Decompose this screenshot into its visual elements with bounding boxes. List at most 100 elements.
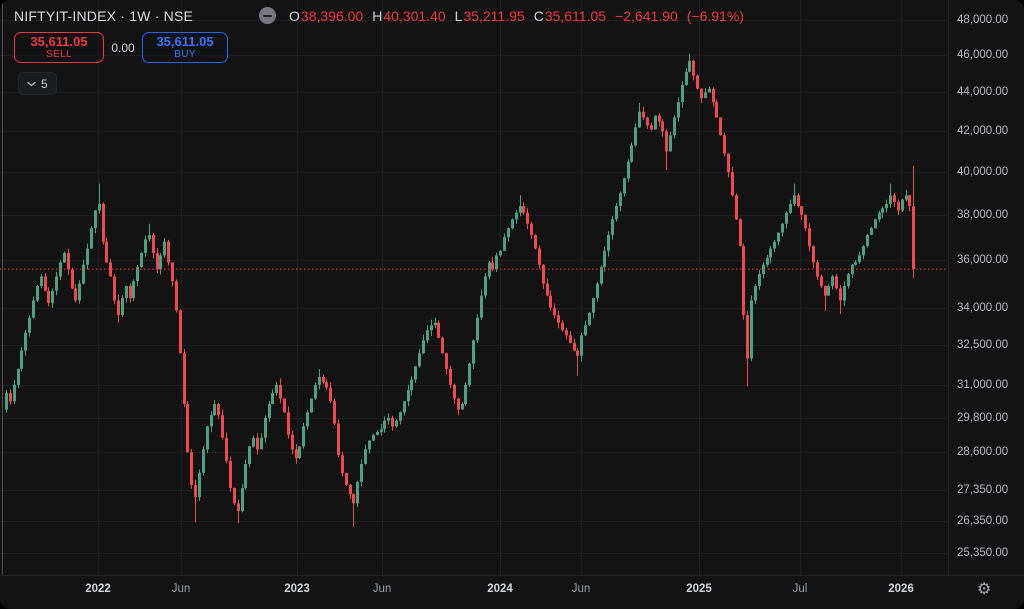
candle-body	[229, 461, 232, 488]
sell-button[interactable]: 35,611.05 SELL	[14, 32, 104, 63]
candle-body	[461, 404, 464, 410]
time-axis-label: 2025	[686, 583, 712, 595]
candle-body	[793, 195, 796, 204]
buy-price: 35,611.05	[156, 33, 214, 49]
candle-body	[283, 398, 286, 413]
candle-body	[213, 404, 216, 416]
candle-body	[700, 88, 703, 99]
candle-body	[295, 449, 298, 459]
candle-body	[82, 264, 85, 284]
candle-body	[410, 379, 413, 391]
price-axis[interactable]: 48,000.00 46,000.00 44,000.00 42,000.00 40,0…	[948, 0, 1024, 575]
spread-value: 0.00	[111, 40, 135, 55]
candle-body	[102, 204, 105, 242]
candle-body	[271, 393, 274, 405]
candle-body	[63, 253, 66, 263]
candlestick-chart[interactable]	[0, 0, 948, 575]
price-axis-label: 26,350.00	[957, 515, 1009, 527]
settings-gear-icon[interactable]: ⚙	[977, 579, 992, 598]
change-percent: (−6.91%)	[686, 7, 744, 24]
candle-body	[387, 417, 390, 421]
candle-body	[256, 437, 259, 450]
candle-body	[225, 437, 228, 462]
candle-body	[437, 322, 440, 338]
candle-body	[654, 115, 657, 130]
candle-body	[615, 206, 618, 220]
object-count-chip[interactable]: 5	[18, 72, 57, 95]
candle-body	[611, 219, 614, 235]
candle-body	[380, 429, 383, 432]
candle-body	[264, 417, 267, 438]
candle-body	[827, 286, 830, 296]
candle-body	[507, 228, 510, 238]
candle-body	[715, 102, 718, 118]
candle-body	[499, 250, 502, 256]
candle-body	[306, 412, 309, 427]
symbol-legend: NIFTYIT-INDEX · 1W · NSE O 38,396.00 H 40,…	[14, 7, 744, 24]
buy-button[interactable]: 35,611.05 BUY	[142, 32, 228, 63]
candle-body	[889, 195, 892, 204]
candle-body	[360, 464, 363, 482]
candle-body	[665, 131, 668, 152]
candle-body	[333, 401, 336, 424]
candle-body	[414, 366, 417, 380]
candle-body	[588, 312, 591, 326]
candle-body	[318, 376, 321, 385]
candle-body	[592, 298, 595, 313]
candle-body	[534, 234, 537, 249]
price-axis-label: 38,000.00	[957, 209, 1009, 221]
price-axis-label: 25,350.00	[957, 547, 1009, 559]
candle-body	[488, 262, 491, 277]
price-axis-label: 42,000.00	[957, 125, 1009, 137]
candle-body	[804, 214, 807, 229]
candle-body	[546, 283, 549, 296]
candle-body	[241, 488, 244, 512]
candle-body	[835, 276, 838, 289]
candle-body	[901, 199, 904, 211]
candle-body	[349, 485, 352, 495]
candle-body	[754, 286, 757, 301]
candle-body	[742, 246, 745, 316]
candle-body	[44, 276, 47, 291]
candle-body	[750, 300, 753, 359]
price-axis-label: 31,000.00	[957, 379, 1009, 391]
candle-body	[217, 404, 220, 416]
candle-body	[383, 420, 386, 430]
candle-body	[515, 212, 518, 220]
candle-body	[739, 219, 742, 247]
candle-body	[345, 472, 348, 485]
candle-body	[669, 135, 672, 152]
candle-body	[580, 335, 583, 356]
candle-body	[812, 246, 815, 263]
price-axis-label: 36,000.00	[957, 254, 1009, 266]
candle-body	[646, 117, 649, 126]
candle-body	[797, 195, 800, 207]
candle-body	[32, 300, 35, 318]
candle-body	[464, 384, 467, 404]
object-count-value: 5	[41, 76, 48, 91]
collapse-legend-button[interactable]	[259, 7, 277, 24]
candle-body	[98, 204, 101, 211]
candle-body	[824, 286, 827, 296]
candle-body	[90, 228, 93, 249]
candle-body	[491, 262, 494, 270]
candle-body	[391, 417, 394, 427]
candle-body	[685, 71, 688, 85]
candle-body	[356, 481, 359, 504]
candle-body	[638, 111, 641, 128]
candle-body	[163, 241, 166, 256]
time-axis-label: Jun	[171, 583, 191, 595]
candle-body	[642, 111, 645, 118]
time-axis[interactable]: ⚙ 2022 Jun 2023 Jun 2024 Jun 2025 Jul 2026	[0, 575, 1024, 609]
candle-body	[692, 60, 695, 76]
change-value: −2,641.90	[615, 7, 678, 24]
candle-body	[808, 228, 811, 247]
candle-body	[175, 281, 178, 311]
symbol-title[interactable]: NIFTYIT-INDEX · 1W · NSE	[14, 7, 194, 24]
candle-body	[696, 75, 699, 89]
candle-body	[395, 420, 398, 427]
candle-body	[495, 255, 498, 270]
candle-body	[179, 310, 182, 354]
candle-body	[820, 276, 823, 286]
candle-body	[484, 276, 487, 296]
